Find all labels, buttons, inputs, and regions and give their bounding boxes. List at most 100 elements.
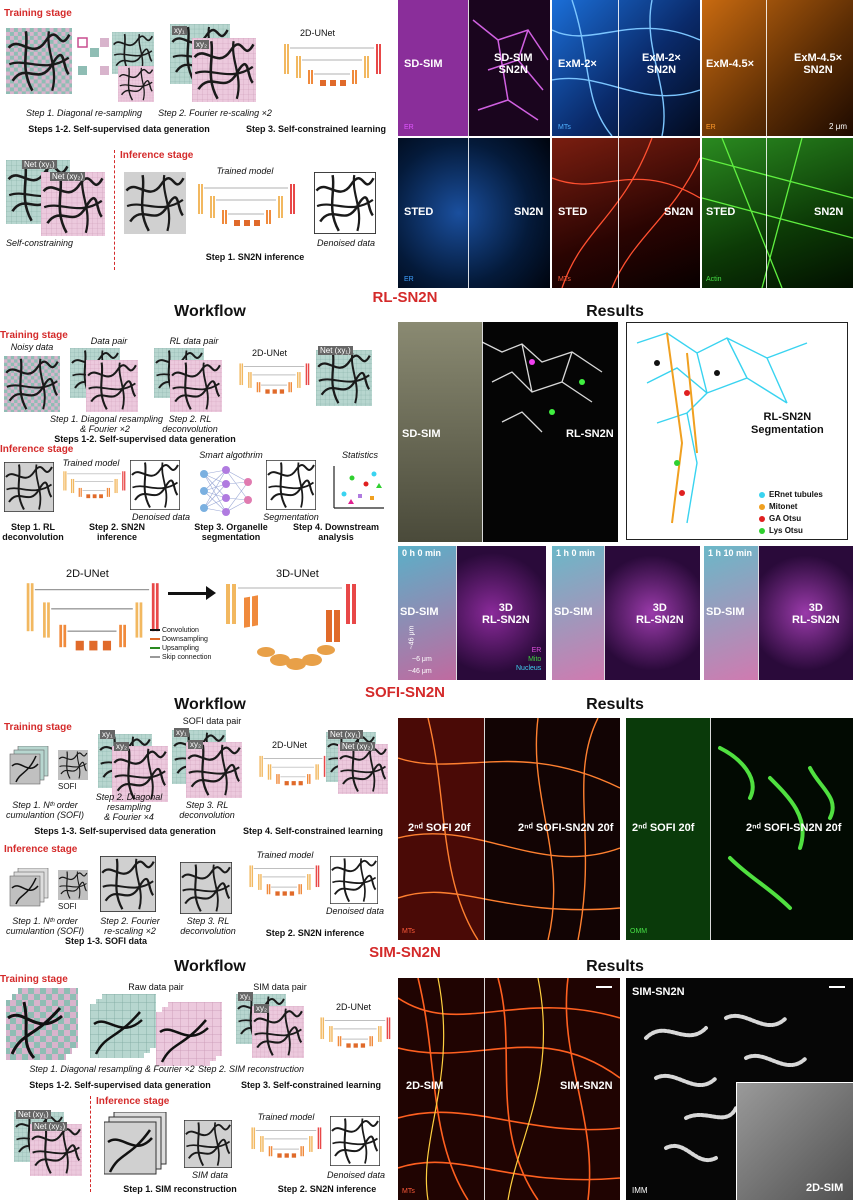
sim-training-stage: Training stage [0,974,68,985]
sofi-step4-bold: Step 4. Self-constrained learning [242,826,384,836]
steps-1-2-bold: Steps 1-2. Self-supervised data generati… [28,124,210,134]
inference-stage-label: Inference stage [120,150,194,161]
sim-inset [736,1082,853,1200]
sofi2-right: 2ⁿᵈ SOFI-SN2N 20f [746,822,842,834]
sofi-pair-pink [112,746,168,802]
axis-y: ~46 μm [408,625,416,650]
rl-inf-step4: Step 4. Downstream analysis [292,522,380,542]
sofi-inf-bold1: Step 1-3. SOFI data [64,936,148,946]
axis-x: ~46 μm [408,668,432,675]
time1-left: SD-SIM [554,606,593,618]
time0-left: SD-SIM [400,606,439,618]
sofi1-right: 2ⁿᵈ SOFI-SN2N 20f [518,822,614,834]
sofi-omm-panel: 2ⁿᵈ SOFI 20f 2ⁿᵈ SOFI-SN2N 20f OMM [626,718,853,940]
rl-data-pair-label: Data pair [90,336,128,346]
legend-ernet: ERnet tubules [769,490,823,499]
sim-steps-bold: Steps 1-2. Self-supervised data generati… [29,1080,211,1090]
panel2-right-label: ExM-2× SN2N [642,52,681,76]
time-2: 1 h 10 min [708,548,753,558]
inference-noisy-image [124,172,186,234]
rl-img-right: RL-SN2N [566,428,614,440]
step2-caption: Step 2. Fourier re-scaling ×2 [158,108,272,118]
rl-trained-model: Trained model [62,458,120,468]
rl-results-header: Results [586,303,644,320]
sim2-title: SIM-SN2N [632,986,685,998]
sofi2-left: 2ⁿᵈ SOFI 20f [632,822,695,834]
ch-er: ER [531,647,542,654]
panel-sdsim-er: SD-SIM SD-SIM SN2N ER [398,0,550,136]
legend-lys: Lys Otsu [769,526,803,535]
xy1-label: xy₁ [172,26,187,35]
sofi-mts-panel: 2ⁿᵈ SOFI 20f 2ⁿᵈ SOFI-SN2N 20f MTs [398,718,620,940]
sofi-inf-step2: Step 2. Fourier re-scaling ×2 [100,916,160,936]
legend-skip: Skip connection [161,654,212,661]
sofi1-left: 2ⁿᵈ SOFI 20f [408,822,471,834]
legend-up: Upsampling [161,645,199,652]
rl-inf-unet [62,470,126,502]
sofi-inf-rl [180,862,232,914]
sofi-inf-label: SOFI [58,902,77,911]
arrow-head [206,586,216,600]
legend-mitonet: Mitonet [769,502,798,511]
panel6-right-label: SN2N [814,206,844,218]
rl-step1-caption: Step 1. Diagonal resampling & Fourier ×2 [50,414,164,434]
rl-rl-pair-label: RL data pair [169,336,219,346]
inference-unet [196,182,296,232]
unet-legend: Convolution Downsampling Upsampling Skip… [150,626,211,662]
panel-exm45-er: ExM-4.5× ExM-4.5× SN2N ER 2 μm [702,0,853,136]
denoised-label: Denoised data [316,238,376,248]
legend-dot-lys [759,528,765,534]
rl-rlpair-pink [170,360,222,412]
downsampled-pink [118,66,154,102]
trained-model-label: Trained model [216,166,274,176]
sofi-image [58,750,88,780]
denoised-image [314,172,376,234]
panel1-left-label: SD-SIM [404,58,443,70]
noisy-checker-image [6,28,72,94]
unet3d-label: 3D-UNet [276,568,319,580]
rl-seg-legend: ERnet tubules Mitonet GA Otsu Lys Otsu [759,489,823,537]
ch-nucleus: Nucleus [516,665,542,672]
sofi-rl-xy1: xy₁ [174,728,189,737]
sofi-workflow: Workflow [174,696,246,713]
sofi1-tag: MTs [402,928,415,935]
sofi-step3: Step 3. RL deconvolution [179,800,235,820]
panel3-left-label: ExM-4.5× [706,58,754,70]
sofi-training-stage: Training stage [4,722,72,733]
sim-trained: Trained model [257,1112,315,1122]
sim-raw-pink [156,1002,228,1066]
panel3-tag: ER [706,124,716,131]
legend-dot-mitonet [759,504,765,510]
panel3-right-label: ExM-4.5× SN2N [794,52,842,76]
axis-z: ~6 μm [412,656,432,663]
sofi2-tag: OMM [630,928,648,935]
xy2-label: xy₂ [194,40,210,49]
sofi-title: SOFI-SN2N [364,684,445,701]
panel2-left-label: ExM-2× [558,58,597,70]
sofi-results: Results [586,696,644,713]
legend-dot-ernet [759,492,765,498]
sim-mts-panel: 2D-SIM SIM-SN2N MTs [398,978,620,1200]
sim-xy1: xy₁ [238,992,253,1001]
sofi-inf-stack [6,868,54,908]
rl-noisy-label: Noisy data [10,342,54,352]
panel-exm2-mts: ExM-2× ExM-2× SN2N MTs [552,0,700,136]
sim2-tag: IMM [632,1186,648,1195]
net-xy2-block [38,172,108,236]
net2-label: Net (xy₂) [50,172,86,181]
legend-down: Downsampling [161,636,208,643]
sim-data-label: SIM data [191,1170,229,1180]
unet2d-label: 2D-UNet [66,568,109,580]
rl-segmentation-panel: RL-SN2N Segmentation ERnet tubules Miton… [626,322,848,540]
rl-inf-denoised [130,460,180,510]
sofi-unet-label: 2D-UNet [272,740,308,750]
sim-inf-bold2: Step 2. SN2N inference [277,1184,377,1194]
rl-time-panel-1: 1 h 0 min SD-SIM 3D RL-SN2N [552,546,700,680]
scale-2um: 2 μm [829,122,847,131]
panel6-left-label: STED [706,206,736,218]
sim-net2: Net (xy₂) [32,1122,68,1131]
rl-denoised-label: Denoised data [131,512,191,522]
legend-conv: Convolution [161,627,199,634]
rl-steps-bold: Steps 1-2. Self-supervised data generati… [54,434,236,444]
sofi-inference-stage: Inference stage [4,844,78,855]
